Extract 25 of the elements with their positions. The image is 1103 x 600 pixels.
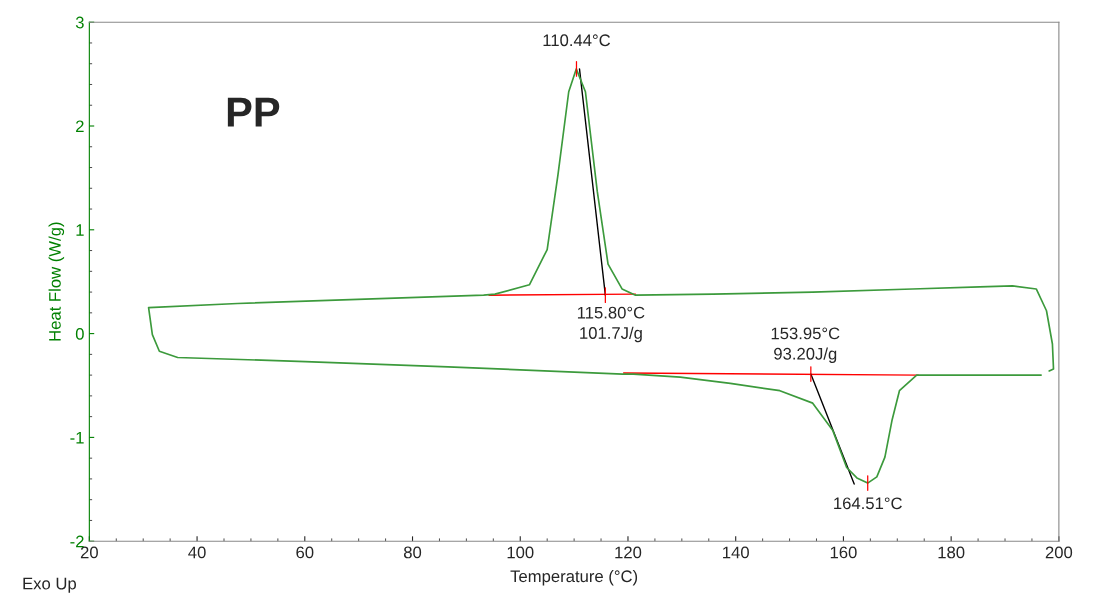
x-tick-label: 40 (188, 546, 206, 559)
x-tick-label: 140 (723, 546, 749, 559)
y-tick-label: 2 (76, 120, 84, 133)
y-axis-title: Heat Flow (W/g) (48, 222, 65, 341)
line-series (147, 68, 1055, 484)
x-tick-label: 120 (615, 546, 642, 559)
text: Exo Up (23, 577, 77, 593)
y-tick-label: -1 (70, 431, 84, 444)
annotation: 110.44°C (543, 34, 611, 47)
y-tick-label: 0 (75, 328, 84, 340)
x-tick-label: 20 (80, 546, 98, 559)
x-axis-title: Temperature (°C) (510, 569, 638, 586)
x-tick-label: 100 (507, 546, 534, 559)
annotation: PP (227, 97, 280, 127)
annotation: 115.80°C 101.7J/g (577, 306, 645, 343)
x-tick-label: 180 (938, 546, 965, 559)
annotation: 164.51°C (834, 497, 902, 510)
x-tick-label: 160 (830, 546, 857, 559)
x-tick-label: 200 (1045, 546, 1073, 559)
x-tick-label: 60 (296, 546, 314, 559)
annotation: 153.95°C 93.20J/g (771, 327, 840, 363)
y-tick-label: -2 (70, 535, 84, 548)
x-tick-label: 80 (403, 546, 422, 559)
y-tick-label: 1 (76, 224, 84, 236)
y-tick-label: 3 (75, 16, 84, 29)
